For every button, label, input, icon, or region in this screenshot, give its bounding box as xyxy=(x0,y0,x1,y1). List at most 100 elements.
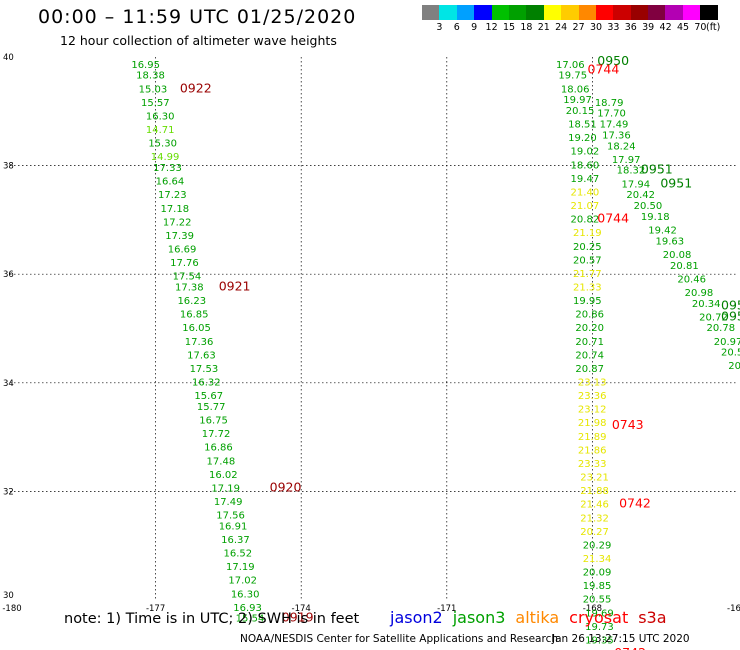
swh-value: 23.12 xyxy=(578,405,607,416)
swh-value: 20.55 xyxy=(583,595,612,606)
colorbar-label: 39 xyxy=(642,22,655,33)
colorbar-swatch xyxy=(526,5,544,20)
swh-value: 21.89 xyxy=(578,432,607,443)
swh-value: 16.05 xyxy=(182,323,211,334)
grid xyxy=(10,57,738,600)
swh-value: 18.32 xyxy=(617,166,646,177)
swh-value: 17.38 xyxy=(175,282,204,293)
swh-value: 18.38 xyxy=(136,71,165,82)
swh-value: 16.69 xyxy=(168,244,197,255)
pass-time-label: 0743 xyxy=(612,417,644,432)
swh-value: 17.70 xyxy=(597,109,626,120)
swh-value: 14.99 xyxy=(151,152,180,163)
swh-value: 19.47 xyxy=(571,174,600,185)
swh-value: 21.32 xyxy=(580,513,609,524)
legend-entry: jason3 xyxy=(452,608,506,627)
colorbar-unit: (ft) xyxy=(706,22,721,33)
colorbar-swatch xyxy=(491,5,509,20)
colorbar-swatch xyxy=(595,5,614,20)
chart-subtitle: 12 hour collection of altimeter wave hei… xyxy=(60,33,337,48)
swh-value: 19.95 xyxy=(573,296,602,307)
swh-value: 17.19 xyxy=(226,562,255,573)
swh-value: 17.22 xyxy=(163,217,192,228)
swh-value: 17.23 xyxy=(158,190,187,201)
y-tick-label: 32 xyxy=(3,487,14,497)
colorbar-label: 33 xyxy=(607,22,620,33)
swh-value: 23.21 xyxy=(580,473,609,484)
swh-value: 16.30 xyxy=(231,589,260,600)
pass-time-label: 0919 xyxy=(282,610,314,625)
swh-value: 19.73 xyxy=(585,622,614,633)
y-tick-label: 38 xyxy=(3,162,14,172)
swh-value: 21.33 xyxy=(573,282,602,293)
colorbar-swatch xyxy=(439,5,457,20)
swh-value: 19.63 xyxy=(655,236,684,247)
colorbar-label: 15 xyxy=(502,22,516,33)
swh-value: 20.78 xyxy=(706,323,735,334)
colorbar-labels: 3 6 9 12 15 18 21 24 27 30 33 36 39 42 45 70 xyxy=(422,22,726,36)
swh-value: 16.02 xyxy=(209,470,238,481)
colorbar-swatch xyxy=(578,5,596,20)
pass-time-label: 095 xyxy=(721,308,740,323)
colorbar-swatch xyxy=(543,5,562,20)
swh-value: 16.23 xyxy=(177,296,206,307)
colorbar-label: 27 xyxy=(572,22,585,33)
colorbar-label: 70 xyxy=(694,22,707,33)
colorbar-label: 6 xyxy=(453,22,460,33)
swh-value: 19.35 xyxy=(585,635,614,646)
colorbar-swatch xyxy=(561,5,579,20)
swh-value: 20.82 xyxy=(571,215,600,226)
swh-value: 15.30 xyxy=(148,139,177,150)
swh-value: 17.49 xyxy=(600,120,629,131)
swh-value: 20.81 xyxy=(670,261,699,272)
swh-value: 17.36 xyxy=(185,337,214,348)
swh-value: 17.63 xyxy=(187,350,216,361)
swh-value: 17.06 xyxy=(556,60,585,71)
colorbar-swatch xyxy=(700,5,718,20)
colorbar-swatch xyxy=(613,5,631,20)
swh-value: 20.15 xyxy=(566,106,595,117)
swh-value: 20.74 xyxy=(575,350,604,361)
swh-value: 16.85 xyxy=(180,310,209,321)
swh-value: 17.36 xyxy=(602,130,631,141)
x-tick-label: -168 xyxy=(583,604,602,614)
swh-value: 19.69 xyxy=(585,608,614,619)
generated-timestamp: Jan 26 13:27:15 UTC 2020 xyxy=(552,633,690,645)
y-tick-label: 36 xyxy=(3,270,14,280)
colorbar-label: 3 xyxy=(436,22,443,33)
colorbar-swatch xyxy=(665,5,683,20)
swh-value: 20.57 xyxy=(573,255,602,266)
swh-value: 16.32 xyxy=(192,378,221,389)
pass-time-label: 0951 xyxy=(660,175,692,190)
swh-value: 20.27 xyxy=(580,527,609,538)
pass-time-label: 0922 xyxy=(180,80,212,95)
swh-value: 14.71 xyxy=(146,125,175,136)
pass-time-label: 0951 xyxy=(641,162,673,177)
swh-value: 16.95 xyxy=(131,60,160,71)
credit-line: NOAA/NESDIS Center for Satellite Applica… xyxy=(240,633,558,645)
swh-value: 20.46 xyxy=(677,274,706,285)
swh-value: 21.34 xyxy=(583,554,612,565)
swh-value: 20.87 xyxy=(575,364,604,375)
swh-value: 17.19 xyxy=(211,483,240,494)
swh-value: 18.79 xyxy=(595,98,624,109)
swh-value: 21.98 xyxy=(578,418,607,429)
pass-time-label: 095 xyxy=(721,297,740,312)
colorbar-label: 30 xyxy=(589,22,603,33)
pass-time-label: 0950 xyxy=(597,53,629,68)
colorbar-label: 9 xyxy=(471,22,478,33)
pass-time-label: 0921 xyxy=(219,278,251,293)
swh-value: 20.25 xyxy=(573,242,602,253)
swh-value: 15.77 xyxy=(197,402,226,413)
swh-value: 19.85 xyxy=(583,581,612,592)
swh-value: 20.20 xyxy=(575,323,604,334)
swh-value: 20.57 xyxy=(721,348,740,359)
tick-labels: -180 -177 -174 -171 -168 -16 40 38 36 34 32 30 xyxy=(2,53,740,614)
swh-value: 20.86 xyxy=(575,310,604,321)
swh-value: 20.72 xyxy=(699,312,728,323)
swh-value: 16.30 xyxy=(146,111,175,122)
swh-value: 21.19 xyxy=(573,228,602,239)
swh-value: 15.67 xyxy=(194,391,223,402)
